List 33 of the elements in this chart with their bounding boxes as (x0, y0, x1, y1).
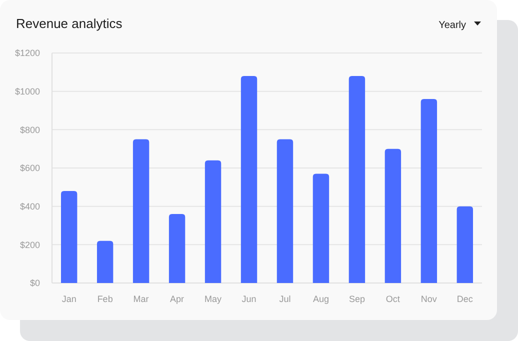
chart-title: Revenue analytics (16, 16, 123, 31)
bar (312, 174, 330, 283)
y-tick-label: $400 (20, 201, 40, 212)
x-tick-label: Feb (97, 294, 113, 304)
x-tick-label: Apr (170, 294, 184, 304)
x-tick-label: Mar (133, 294, 149, 304)
x-tick-label: Dec (456, 294, 474, 304)
y-tick-label: $0 (30, 278, 40, 288)
bar (240, 76, 258, 283)
y-tick-label: $800 (20, 124, 40, 135)
y-tick-label: $1200 (14, 48, 40, 58)
x-tick-label: Jan (62, 294, 76, 304)
bar (60, 191, 78, 283)
bar (96, 240, 114, 283)
x-tick-label: Nov (420, 294, 438, 304)
x-tick-label: Jul (279, 294, 291, 304)
y-tick-label: $1000 (14, 86, 40, 96)
x-tick-label: Aug (312, 294, 329, 304)
bar (456, 206, 474, 283)
bar (420, 99, 438, 283)
text: Yearly (438, 20, 466, 31)
bar (132, 139, 150, 283)
x-tick-label: May (204, 294, 222, 304)
bar (348, 76, 366, 283)
bar (276, 139, 294, 283)
bar (168, 214, 186, 283)
y-tick-label: $200 (20, 240, 40, 250)
x-tick-label: Jun (242, 294, 256, 304)
bar (384, 148, 402, 283)
x-tick-label: Oct (386, 294, 400, 304)
x-tick-label: Sep (348, 294, 365, 304)
y-tick-label: $600 (20, 163, 40, 174)
bar (204, 160, 222, 283)
